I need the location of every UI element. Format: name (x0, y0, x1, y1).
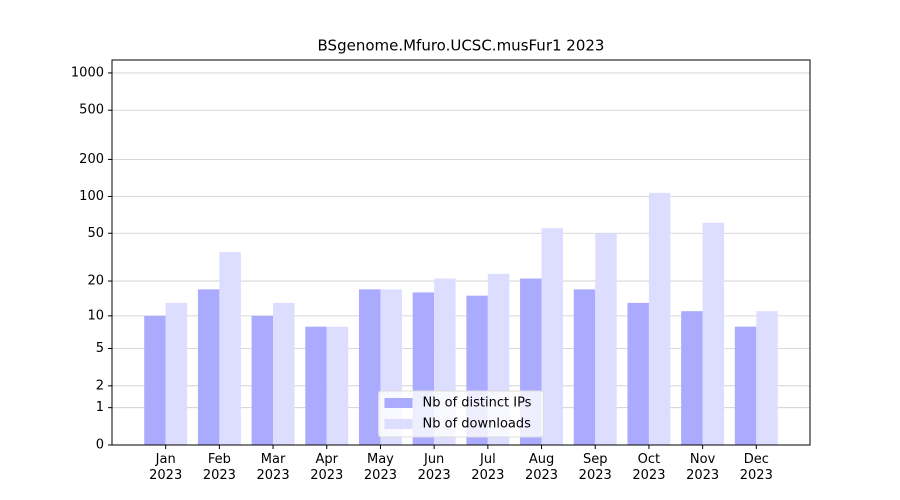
legend-box (378, 390, 544, 438)
bar (358, 289, 381, 445)
plot-frame (111, 59, 811, 446)
bar (648, 192, 671, 445)
bar (541, 228, 564, 445)
y-tick-label: 500 (79, 103, 104, 118)
x-tick-label: Jan 2023 (149, 452, 183, 483)
bar (681, 311, 703, 445)
y-tick-label: 100 (79, 189, 104, 204)
x-tick-label: Dec 2023 (739, 452, 773, 483)
y-tick-label: 5 (96, 341, 104, 356)
bar (251, 315, 274, 445)
bar (273, 302, 295, 445)
bar (197, 289, 220, 445)
x-tick-label: May 2023 (363, 452, 397, 483)
legend-swatch (384, 398, 413, 408)
bar (326, 326, 349, 445)
legend-label: Nb of downloads (423, 417, 532, 432)
bar (144, 315, 166, 445)
bar (595, 233, 617, 445)
y-tick-label: 200 (79, 152, 104, 167)
chart-title: BSgenome.Mfuro.UCSC.musFur1 2023 (318, 37, 605, 55)
y-tick-label: 0 (96, 438, 104, 453)
y-tick-label: 20 (87, 274, 104, 289)
bar (219, 252, 241, 445)
legend-swatch (384, 419, 413, 429)
y-tick-label: 1 (96, 400, 104, 415)
x-tick-label: Feb 2023 (202, 452, 236, 483)
y-tick-label: 50 (87, 226, 104, 241)
x-tick-label: Nov 2023 (686, 452, 720, 483)
x-tick-label: Jun 2023 (417, 452, 451, 483)
x-tick-label: Sep 2023 (578, 452, 612, 483)
legend-label: Nb of distinct IPs (423, 396, 532, 411)
bar (702, 222, 725, 445)
x-tick-label: Apr 2023 (310, 452, 344, 483)
y-tick-label: 2 (96, 378, 104, 393)
bar (756, 311, 778, 445)
x-tick-label: Jul 2023 (471, 452, 505, 483)
bar (573, 289, 596, 445)
bar (165, 302, 188, 445)
bar (734, 326, 757, 445)
x-tick-label: Aug 2023 (524, 452, 559, 483)
x-tick-label: Oct 2023 (632, 452, 666, 483)
legend: Nb of distinct IPs Nb of downloads (378, 390, 544, 438)
y-tick-label: 1000 (71, 65, 104, 80)
y-tick-label: 10 (87, 308, 104, 323)
bar (627, 302, 649, 445)
x-tick-label: Mar 2023 (256, 452, 290, 483)
bar (305, 326, 327, 445)
